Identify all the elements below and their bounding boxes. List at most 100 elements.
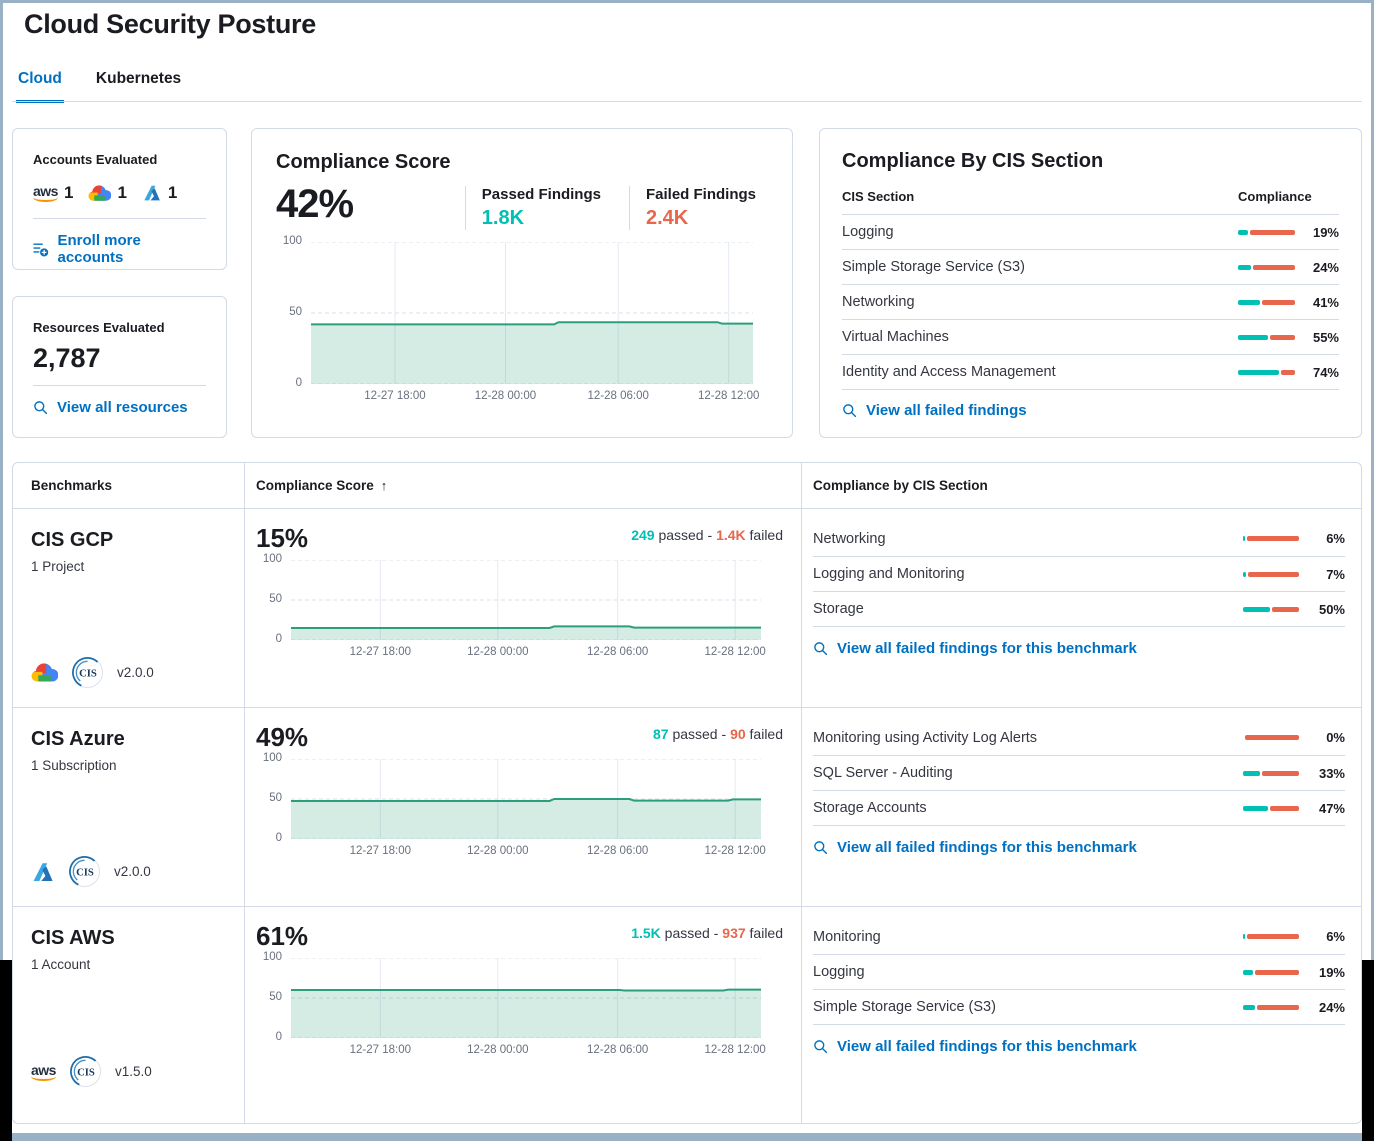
gcp-count: 1 — [117, 183, 127, 202]
cis-section-row: Logging and Monitoring 7% — [813, 556, 1345, 591]
section-label: Identity and Access Management — [842, 364, 1056, 380]
passed-failed-summary: 87 passed - 90 failed — [652, 726, 783, 742]
section-percent: 19% — [1318, 964, 1345, 980]
compliance-by-cis-section-card: Compliance By CIS Section CIS Section Co… — [819, 128, 1362, 438]
section-percent: 24% — [1312, 259, 1339, 275]
desktop-background-right — [1362, 960, 1374, 1141]
view-failed-findings-label: View all failed findings — [866, 402, 1027, 419]
section-percent: 50% — [1318, 601, 1345, 617]
view-failed-findings-benchmark-link[interactable]: View all failed findings for this benchm… — [813, 839, 1345, 856]
failed-count: 937 — [722, 925, 746, 941]
x-axis-labels: 12-27 18:00 12-28 00:00 12-28 06:00 12-28 1… — [349, 1044, 766, 1056]
benchmarks-table: Benchmarks Compliance Score ↑ Compliance… — [12, 462, 1362, 1124]
search-icon — [814, 1040, 828, 1054]
azure-account-count: 1 — [142, 183, 177, 203]
compliance-score-column-header[interactable]: Compliance Score ↑ — [256, 478, 388, 493]
benchmark-name: CIS Azure — [31, 728, 125, 750]
tab-cloud[interactable]: Cloud — [16, 70, 64, 103]
cis-section-row: Monitoring 6% — [813, 919, 1345, 954]
aws-icon: aws — [31, 1063, 56, 1081]
gcp-icon — [88, 184, 112, 201]
cis-section-row: Virtual Machines 55% — [842, 319, 1339, 354]
gcp-icon — [31, 662, 58, 681]
section-label: Logging — [813, 964, 865, 980]
azure-count: 1 — [167, 183, 178, 202]
compliance-score-title: Compliance Score — [276, 151, 451, 173]
view-failed-findings-label: View all failed findings for this benchm… — [837, 640, 1137, 657]
cis-section-row: Logging 19% — [842, 214, 1339, 249]
compliance-bar — [1238, 334, 1295, 340]
section-percent: 33% — [1318, 765, 1345, 781]
view-failed-findings-label: View all failed findings for this benchm… — [837, 839, 1137, 856]
compliance-bar — [1238, 229, 1295, 235]
card-divider — [33, 385, 206, 386]
section-label: Logging — [842, 224, 894, 240]
section-label: Simple Storage Service (S3) — [842, 259, 1025, 275]
view-all-resources-link[interactable]: View all resources — [33, 399, 206, 416]
failed-count: 1.4K — [716, 527, 746, 543]
search-icon — [843, 404, 857, 418]
compliance-bar — [1243, 571, 1299, 577]
compliance-bar — [1243, 934, 1299, 939]
cis-table-header: CIS Section Compliance — [842, 189, 1339, 214]
benchmark-score: 15% — [256, 523, 309, 553]
enroll-accounts-icon — [33, 243, 49, 257]
resources-count: 2,787 — [33, 343, 101, 373]
benchmark-row-cis-azure: CIS Azure 1 Subscription CIS v2.0.0 — [13, 708, 1361, 907]
benchmark-row-cis-aws: CIS AWS 1 Account aws CIS v1.5.0 — [13, 907, 1361, 1106]
benchmark-score: 49% — [256, 722, 309, 752]
enroll-more-accounts-link[interactable]: Enroll more accounts — [33, 232, 206, 266]
section-label: Simple Storage Service (S3) — [813, 999, 996, 1015]
cis-card-title: Compliance By CIS Section — [842, 150, 1104, 172]
compliance-bar — [1238, 369, 1295, 375]
aws-score-trend-chart: 0 50 100 12-27 18:00 12-28 00:00 12-28 06:00… — [256, 951, 783, 1060]
window-frame-left — [0, 0, 3, 960]
page-title: Cloud Security Posture — [24, 9, 316, 39]
search-icon — [814, 642, 828, 656]
section-percent: 6% — [1326, 929, 1345, 944]
view-failed-findings-benchmark-link[interactable]: View all failed findings for this benchm… — [813, 640, 1345, 657]
accounts-evaluated-card: Accounts Evaluated aws 1 1 — [12, 128, 227, 270]
compliance-bar — [1243, 770, 1299, 776]
compliance-bar — [1243, 536, 1299, 541]
benchmark-subtitle: 1 Subscription — [31, 758, 117, 773]
benchmarks-column-header: Benchmarks — [31, 478, 113, 493]
view-all-failed-findings-link[interactable]: View all failed findings — [842, 402, 1339, 419]
area-chart — [291, 560, 761, 640]
benchmark-version: v2.0.0 — [114, 864, 151, 879]
compliance-bar — [1243, 1004, 1299, 1010]
view-failed-findings-benchmark-link[interactable]: View all failed findings for this benchm… — [813, 1038, 1345, 1055]
section-label: Logging and Monitoring — [813, 566, 965, 582]
tab-bar: Cloud Kubernetes — [16, 70, 183, 103]
benchmark-row-cis-gcp: CIS GCP 1 Project — [13, 509, 1361, 708]
cis-section-row: Logging 19% — [813, 954, 1345, 989]
desktop-background-left — [0, 960, 12, 1141]
passed-count: 249 — [631, 527, 655, 543]
window-frame-top — [0, 0, 1374, 3]
cis-section-row: Networking 41% — [842, 284, 1339, 319]
section-label: Networking — [813, 530, 886, 547]
cis-section-row: Monitoring using Activity Log Alerts 0% — [813, 720, 1345, 755]
section-percent: 55% — [1312, 329, 1339, 345]
passed-failed-summary: 249 passed - 1.4K failed — [631, 527, 783, 543]
cis-section-column-header: CIS Section — [842, 189, 915, 204]
section-label: SQL Server - Auditing — [813, 765, 953, 781]
sort-ascending-icon: ↑ — [380, 478, 388, 493]
cis-logo-icon: CIS — [71, 656, 104, 689]
passed-findings-value: 1.8K — [481, 207, 525, 229]
azure-icon — [33, 862, 53, 881]
compliance-by-cis-section-column-header: Compliance by CIS Section — [813, 478, 988, 493]
y-axis-labels: 0 50 100 — [262, 752, 282, 844]
section-percent: 74% — [1312, 364, 1339, 380]
area-chart — [311, 242, 753, 384]
cis-section-row: Storage Accounts 47% — [813, 790, 1345, 825]
card-divider — [33, 218, 206, 219]
svg-text:CIS: CIS — [79, 667, 97, 679]
azure-score-trend-chart: 0 50 100 12-27 18:00 12-28 00:00 12-28 06:00… — [256, 752, 783, 861]
benchmark-subtitle: 1 Account — [31, 957, 91, 972]
tab-kubernetes[interactable]: Kubernetes — [95, 70, 182, 87]
section-label: Monitoring using Activity Log Alerts — [813, 729, 1038, 746]
cis-section-row: Networking 6% — [813, 521, 1345, 556]
benchmark-version: v1.5.0 — [114, 1064, 152, 1079]
